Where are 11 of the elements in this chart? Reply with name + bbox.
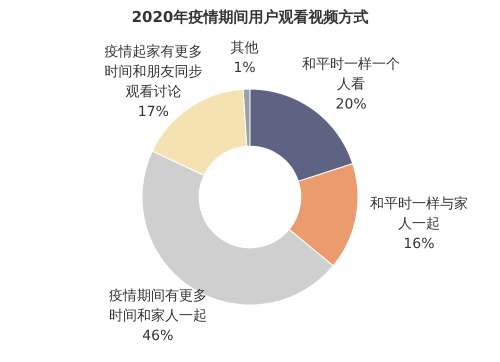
slice-label: 和平时一样一个人看 bbox=[302, 56, 400, 93]
slice-label: 疫情起家有更多时间和朋友同步观看讨论 bbox=[104, 44, 202, 100]
data-label: 17% bbox=[138, 104, 169, 120]
slice-label: 其他 bbox=[230, 40, 259, 56]
data-label: 1% bbox=[233, 60, 256, 76]
data-label: 46% bbox=[142, 328, 174, 344]
slice-label: 疫情期间有更多时间和家人一起 bbox=[108, 288, 207, 324]
chart-title: 2020年疫情期间用户观看视频方式 bbox=[132, 8, 368, 26]
data-label: 20% bbox=[336, 96, 367, 113]
data-label: 16% bbox=[403, 236, 435, 252]
slice-label: 和平时一样与家人一起 bbox=[370, 196, 468, 232]
